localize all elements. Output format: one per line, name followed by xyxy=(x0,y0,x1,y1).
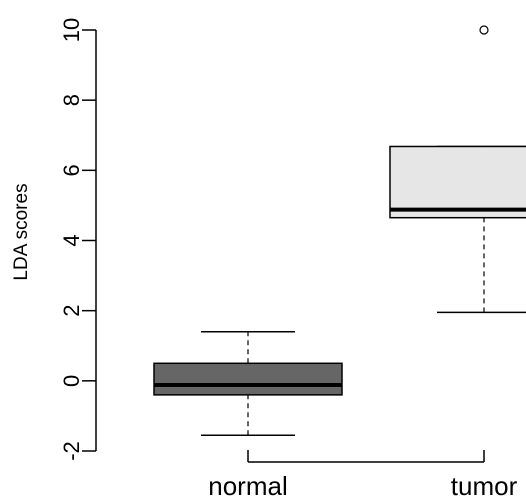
x-tick-label-tumor: tumor xyxy=(451,471,518,501)
y-tick-label: 6 xyxy=(59,164,84,176)
iqr-box xyxy=(153,362,343,396)
box-tumor xyxy=(389,25,526,314)
y-axis: -2 0 2 4 6 8 10 xyxy=(59,18,97,461)
outlier-point xyxy=(479,25,489,35)
y-axis-title: LDA scores xyxy=(11,183,32,280)
y-tick-label: 2 xyxy=(59,305,84,317)
y-tick-label: -2 xyxy=(59,441,84,461)
y-tick-label: 8 xyxy=(59,94,84,106)
y-tick-label: 10 xyxy=(59,18,84,42)
y-tick-label: 4 xyxy=(59,234,84,246)
box-normal xyxy=(153,330,343,436)
y-tick-label: 0 xyxy=(59,375,84,387)
x-axis: normal tumor xyxy=(208,450,518,501)
boxes xyxy=(153,25,526,436)
x-tick-label-normal: normal xyxy=(208,471,287,501)
iqr-box xyxy=(389,145,526,219)
